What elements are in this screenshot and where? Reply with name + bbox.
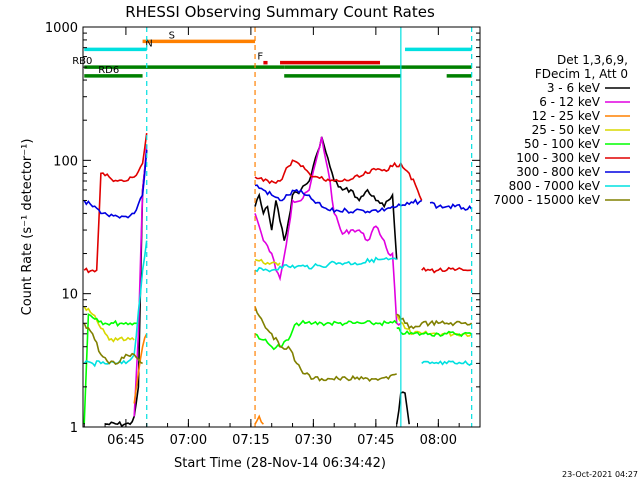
series-line-6-seg-1 [254,184,423,214]
series-line-3-seg-0 [83,306,135,343]
series-line-5-seg-1 [254,159,423,201]
legend-entry-7: 800 - 7000 keV [509,179,601,193]
series-line-1-seg-1 [254,136,402,326]
y-axis-label: Count Rate (s⁻¹ detector⁻¹) [20,139,35,316]
y-tick-label-0: 1 [70,421,78,436]
y-tick-label-2: 100 [53,154,78,169]
series-line-4-seg-0 [83,313,139,425]
legend-entry-3: 25 - 50 keV [532,123,601,137]
series-line-0-seg-2 [395,391,410,425]
legend-header-1: FDecim 1, Att 0 [535,67,628,81]
series-line-6-seg-2 [429,201,473,211]
series-line-1-seg-0 [133,145,148,417]
series-line-5-seg-2 [421,266,472,274]
series-line-8-seg-1 [254,306,397,382]
legend-entry-6: 300 - 800 keV [516,165,600,179]
series-line-6-seg-0 [83,149,148,219]
series-line-7-seg-1 [254,256,398,273]
legend-entry-8: 7000 - 15000 keV [493,193,600,207]
series-line-2-seg-0 [133,333,148,404]
y-tick-label-3: 1000 [45,21,78,36]
legend-entry-0: 3 - 6 keV [547,81,601,95]
status-label-rd6: RD6 [98,65,119,76]
status-label-rb0: RB0 [72,56,92,67]
series-line-8-seg-0 [83,322,143,366]
series-line-5-seg-0 [83,132,148,274]
series-lines [83,132,473,427]
plot-frame [82,26,481,428]
axes: 06:45 07:00 07:15 07:30 07:45 08:00 1 10 100 1000 [45,21,481,448]
legend-entry-2: 12 - 25 keV [532,109,601,123]
status-label-f: F [257,52,263,63]
series-line-7-seg-2 [421,360,473,367]
footer-date: 23-Oct-2021 04:27 [562,470,638,479]
chart-title: RHESSI Observing Summary Count Rates [125,3,435,21]
x-tick-label-0: 06:45 [107,433,144,448]
legend-entry-1: 6 - 12 keV [539,95,601,109]
legend-entry-4: 50 - 100 keV [524,137,601,151]
status-bars: S N F RB0 RD6 [72,30,472,78]
status-label-s: S [169,30,175,41]
x-tick-label-4: 07:45 [357,433,394,448]
x-axis-label: Start Time (28-Nov-14 06:34:42) [174,456,386,471]
series-line-0-seg-1 [254,136,398,260]
x-tick-label-5: 08:00 [420,433,457,448]
legend-header-0: Det 1,3,6,9, [557,53,628,67]
x-tick-label-3: 07:30 [295,433,332,448]
y-tick-label-1: 10 [61,288,78,303]
mode-change-lines [146,27,473,427]
x-tick-label-1: 07:00 [170,433,207,448]
series-line-8-seg-2 [396,313,473,330]
series-line-2-seg-1 [254,414,264,425]
series-line-3-seg-1 [254,258,281,267]
x-tick-label-2: 07:15 [232,433,269,448]
status-label-n: N [145,38,152,49]
series-line-4-seg-2 [396,326,473,338]
series-line-4-seg-1 [254,319,398,351]
legend-entry-5: 100 - 300 keV [516,151,600,165]
